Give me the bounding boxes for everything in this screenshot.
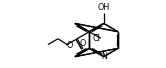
Text: O: O: [67, 41, 73, 50]
Text: N: N: [101, 52, 107, 61]
Text: O: O: [80, 39, 86, 48]
Text: OH: OH: [98, 3, 110, 12]
Text: Cl: Cl: [92, 34, 100, 43]
